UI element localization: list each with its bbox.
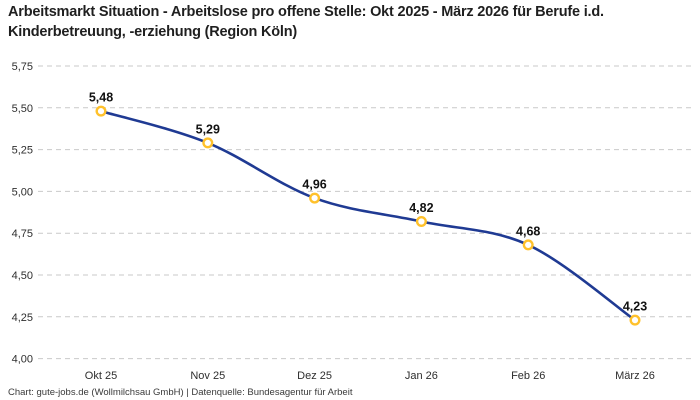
- x-axis-tick-label: Feb 26: [511, 370, 545, 382]
- data-point-value-label: 4,68: [516, 224, 540, 238]
- data-point-value-label: 4,82: [409, 201, 433, 215]
- x-axis-tick-label: Jan 26: [405, 370, 438, 382]
- y-axis-tick-label: 5,00: [12, 186, 33, 198]
- x-axis-tick-label: Okt 25: [85, 370, 117, 382]
- y-axis-tick-label: 5,75: [12, 61, 33, 73]
- data-point-value-label: 4,23: [623, 300, 647, 314]
- data-point-marker: [522, 239, 534, 251]
- data-point-value-label: 4,96: [302, 178, 326, 192]
- x-axis-tick-label: Dez 25: [297, 370, 332, 382]
- data-point-value-label: 5,29: [196, 122, 220, 136]
- y-axis-tick-label: 5,50: [12, 103, 33, 115]
- chart-credits: Chart: gute-jobs.de (Wollmilchsau GmbH) …: [8, 386, 353, 398]
- x-axis-tick-label: März 26: [615, 370, 655, 382]
- y-axis-tick-label: 5,25: [12, 145, 33, 157]
- data-point-marker: [415, 215, 427, 227]
- data-series-line: [99, 109, 637, 322]
- y-axis-tick-label: 4,50: [12, 270, 33, 282]
- chart-title: Arbeitsmarkt Situation - Arbeitslose pro…: [8, 4, 604, 40]
- y-axis-tick-label: 4,25: [12, 312, 33, 324]
- data-point-value-label: 5,48: [89, 91, 113, 105]
- data-point-marker: [202, 137, 214, 149]
- data-point-marker: [309, 192, 321, 204]
- data-point-marker: [629, 314, 641, 326]
- data-point-marker: [95, 105, 107, 117]
- y-axis-tick-label: 4,00: [12, 354, 33, 366]
- y-axis-tick-label: 4,75: [12, 228, 33, 240]
- x-axis-tick-label: Nov 25: [190, 370, 225, 382]
